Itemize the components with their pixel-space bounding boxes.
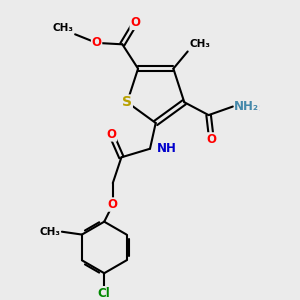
Text: CH₃: CH₃ (40, 227, 61, 237)
Text: O: O (106, 128, 116, 141)
Text: 2: 2 (254, 104, 260, 113)
Text: S: S (122, 95, 132, 109)
Text: O: O (92, 36, 102, 50)
Text: Cl: Cl (98, 287, 111, 300)
Text: NH: NH (234, 100, 254, 113)
Text: NH₂: NH₂ (234, 100, 260, 113)
Text: O: O (206, 133, 217, 146)
Text: O: O (130, 16, 140, 29)
Text: CH₃: CH₃ (53, 23, 74, 33)
Text: O: O (108, 198, 118, 211)
Text: CH₃: CH₃ (189, 39, 210, 49)
Text: NH: NH (157, 142, 177, 155)
